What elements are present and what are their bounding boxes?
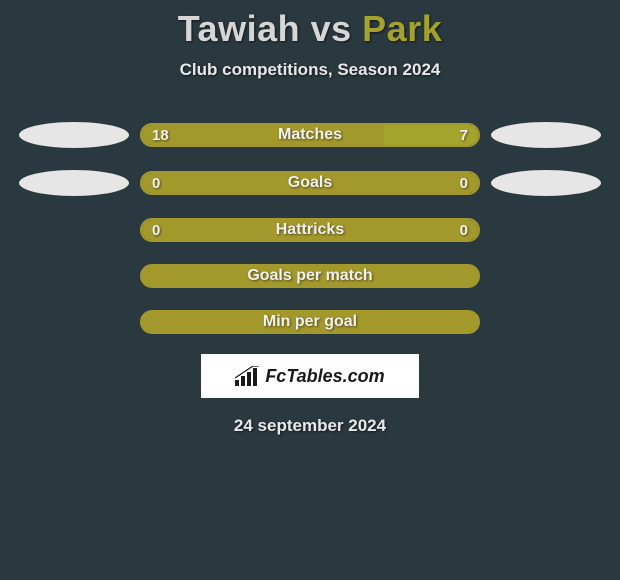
comparison-title: Tawiah vs Park: [0, 0, 620, 50]
stat-label: Matches: [142, 126, 478, 144]
stat-bar: Goals per match: [140, 264, 480, 288]
stats-rows: 187Matches 00Goals 00Hattricks Goals per ma…: [0, 122, 620, 334]
left-badge-slot: [8, 122, 140, 148]
right-badge-slot: [480, 170, 612, 196]
source-logo: FcTables.com: [201, 354, 419, 398]
stat-bar: 00Hattricks: [140, 218, 480, 242]
stat-row: 00Hattricks: [0, 218, 620, 242]
player2-ellipse: [491, 170, 601, 196]
stat-label: Hattricks: [142, 221, 478, 239]
left-badge-slot: [8, 170, 140, 196]
player1-ellipse: [19, 122, 129, 148]
stat-label: Goals per match: [247, 267, 372, 285]
stat-label: Goals: [142, 174, 478, 192]
date-text: 24 september 2024: [0, 416, 620, 436]
stat-bar: 00Goals: [140, 171, 480, 195]
stat-bar: 187Matches: [140, 123, 480, 147]
subtitle: Club competitions, Season 2024: [0, 60, 620, 80]
stat-row: Goals per match: [0, 264, 620, 288]
bar-chart-icon: [235, 366, 259, 386]
stat-label: Min per goal: [263, 313, 357, 331]
player2-ellipse: [491, 122, 601, 148]
player1-name: Tawiah: [178, 8, 300, 49]
stat-row: 00Goals: [0, 170, 620, 196]
player1-ellipse: [19, 170, 129, 196]
stat-row: 187Matches: [0, 122, 620, 148]
logo-text: FcTables.com: [265, 366, 384, 387]
stat-row: Min per goal: [0, 310, 620, 334]
stat-bar: Min per goal: [140, 310, 480, 334]
player2-name: Park: [362, 8, 442, 49]
vs-text: vs: [311, 8, 352, 49]
right-badge-slot: [480, 122, 612, 148]
comparison-card: Tawiah vs Park Club competitions, Season…: [0, 0, 620, 580]
